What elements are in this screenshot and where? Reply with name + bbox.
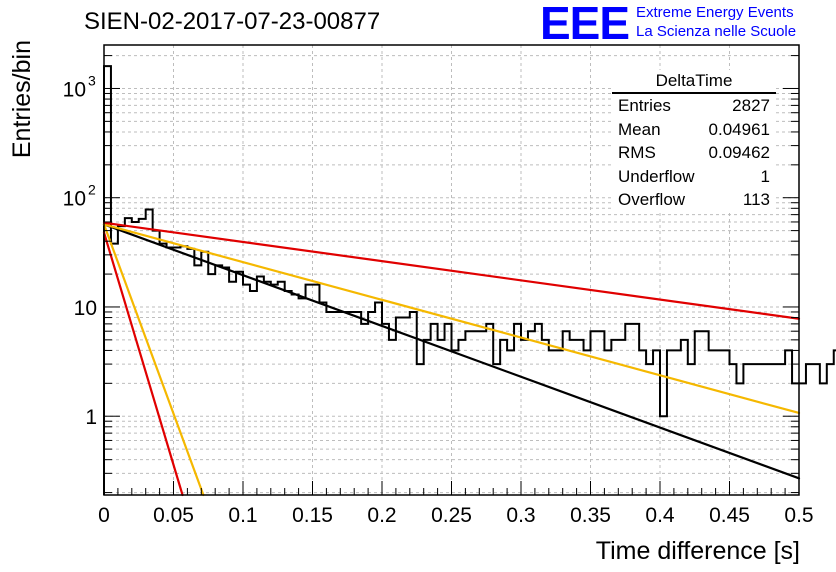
eee-logo: EEE (540, 0, 630, 49)
stats-box: DeltaTime Entries 2827 Mean 0.04961 RMS … (612, 70, 776, 210)
stats-title: DeltaTime (612, 70, 776, 94)
y-tick-label: 10 (74, 297, 97, 320)
y-tick-exponent: 3 (88, 72, 96, 88)
y-tick-exponent: 2 (88, 182, 96, 198)
y-tick-label: 1 (85, 406, 97, 429)
x-tick-label: 0.5 (784, 504, 813, 527)
stats-value: 1 (760, 166, 770, 186)
x-tick-label: 0.25 (431, 504, 472, 527)
x-axis-label: Time difference [s] (596, 537, 800, 565)
stats-label: Mean (618, 119, 661, 139)
logo-line-1: Extreme Energy Events (636, 4, 794, 21)
x-tick-label: 0.4 (645, 504, 675, 527)
x-tick-label: 0.2 (367, 504, 396, 527)
fit-lines (102, 221, 801, 497)
stats-label: Entries (618, 96, 671, 115)
stats-value: 113 (742, 190, 770, 209)
y-axis-label: Entries/bin (8, 40, 36, 158)
y-tick-label: 10 (63, 78, 86, 101)
x-tick-label: 0.15 (292, 504, 333, 527)
histogram-outline (103, 65, 836, 495)
fit-line (102, 223, 205, 497)
run-title: SIEN-02-2017-07-23-00877 (84, 8, 381, 35)
stats-row-overflow: Overflow 113 (612, 188, 776, 212)
stats-row-rms: RMS 0.09462 (612, 141, 776, 165)
x-tick-label: 0.1 (228, 504, 257, 527)
x-tick-label: 0.45 (709, 504, 750, 527)
stats-value: 0.04961 (708, 119, 770, 139)
x-tick-label: 0.35 (570, 504, 611, 527)
fit-line (102, 223, 801, 415)
stats-label: Overflow (618, 190, 686, 209)
stats-row-mean: Mean 0.04961 (612, 118, 776, 142)
stats-value: 2827 (732, 96, 770, 115)
fit-line (102, 221, 801, 320)
x-tick-label: 0.3 (506, 504, 535, 527)
stats-row-underflow: Underflow 1 (612, 165, 776, 189)
histogram (103, 65, 836, 495)
stats-value: 0.09462 (708, 143, 770, 162)
grid-lines (104, 45, 799, 495)
stats-row-entries: Entries 2827 (612, 94, 776, 118)
x-tick-label: 0.05 (153, 504, 194, 527)
stats-label: RMS (618, 143, 656, 162)
logo-line-2: La Scienza nelle Scuole (636, 23, 797, 40)
axis-ticks (103, 55, 800, 495)
fit-line (102, 223, 801, 480)
y-tick-label: 10 (63, 188, 86, 211)
fit-line (102, 231, 184, 497)
x-tick-label: 0 (98, 504, 110, 527)
x-tick-labels: 0 0.05 0.1 0.15 0.2 0.25 0.3 0.35 0.4 0.45 0.5 (98, 504, 813, 527)
stats-label: Underflow (618, 166, 695, 186)
